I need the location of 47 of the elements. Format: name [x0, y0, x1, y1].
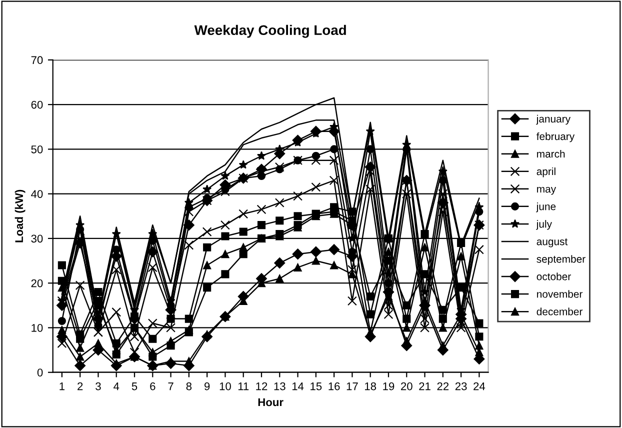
x-tick-label: 15 — [310, 382, 322, 390]
y-tick-label: 0 — [37, 368, 43, 376]
y-tick-label: 50 — [31, 145, 43, 154]
legend-label: june — [536, 202, 556, 212]
legend-label: april — [536, 167, 556, 178]
x-tick-label: 11 — [238, 382, 249, 390]
x-tick-label: 22 — [437, 382, 449, 390]
x-tick-label: 3 — [96, 382, 101, 390]
x-tick-label: 10 — [220, 382, 231, 390]
legend-label: december — [536, 308, 583, 316]
x-tick-label: 18 — [365, 382, 376, 390]
x-tick-label: 5 — [132, 382, 138, 390]
y-tick-label: 70 — [31, 56, 43, 64]
legend-label: february — [536, 132, 575, 142]
x-tick-label: 21 — [419, 382, 430, 390]
legend-label: january — [536, 114, 571, 125]
x-tick-label: 24 — [474, 382, 486, 390]
x-tick-label: 7 — [168, 382, 174, 390]
x-tick-label: 6 — [150, 382, 156, 390]
legend-label: august — [536, 238, 568, 248]
x-tick-label: 1 — [60, 382, 64, 390]
x-tick-label: 14 — [292, 382, 304, 390]
x-tick-label: 12 — [256, 382, 268, 390]
y-tick-label: 40 — [31, 190, 43, 198]
legend-label: july — [536, 220, 552, 230]
y-tick-label: 10 — [32, 324, 43, 332]
x-tick-label: 8 — [186, 382, 192, 390]
legend-label: september — [536, 255, 586, 265]
x-tick-label: 19 — [383, 382, 394, 390]
x-tick-label: 4 — [114, 382, 120, 390]
legend-label: may — [537, 186, 556, 195]
legend-label: november — [537, 290, 583, 298]
x-tick-label: 9 — [204, 382, 210, 390]
legend-label: october — [536, 272, 571, 280]
y-tick-label: 30 — [31, 234, 43, 243]
x-tick-label: 17 — [346, 382, 358, 390]
legend-label: march — [537, 150, 565, 158]
y-axis-title: Load (kW) — [14, 190, 26, 242]
x-tick-label: 16 — [328, 382, 340, 390]
x-tick-label: 20 — [401, 382, 412, 390]
y-tick-label: 60 — [31, 100, 43, 109]
x-tick-label: 2 — [78, 382, 83, 390]
y-tick-label: 20 — [31, 279, 43, 288]
chart-title: Weekday Cooling Load — [194, 24, 346, 38]
x-axis-title: Hour — [258, 398, 284, 406]
x-tick-label: 13 — [274, 382, 286, 390]
x-tick-label: 23 — [455, 382, 467, 390]
